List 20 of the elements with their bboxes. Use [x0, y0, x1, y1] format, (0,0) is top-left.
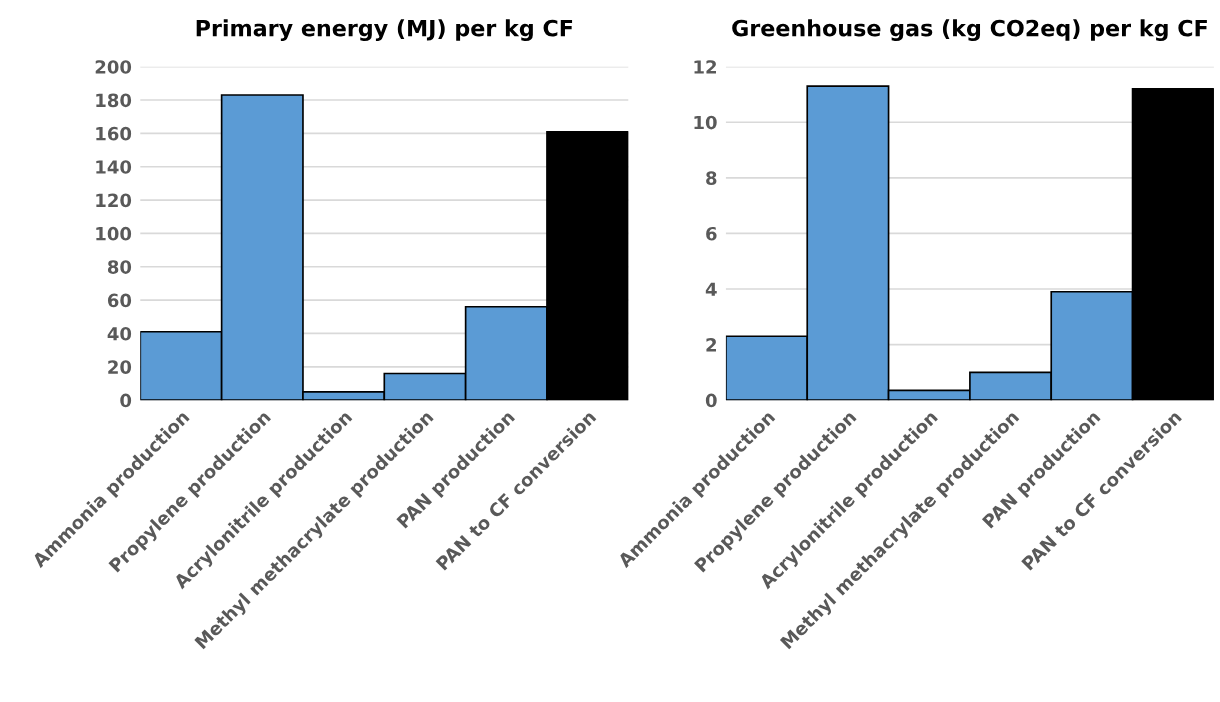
y-tick-label: 100 — [96, 226, 132, 241]
y-tick-label: 6 — [706, 226, 717, 241]
y-tick-label: 40 — [107, 326, 132, 341]
y-tick-label: 80 — [107, 260, 132, 274]
y-tick-label: 60 — [107, 293, 132, 308]
y-tick-label: 180 — [96, 93, 132, 108]
y-tick-label: 4 — [705, 282, 717, 296]
y-tick-label: 200 — [95, 60, 132, 74]
y-tick-label: 8 — [706, 171, 717, 185]
chart-title: Primary energy (MJ) per kg CF — [196, 19, 573, 41]
y-tick-label: 140 — [96, 160, 132, 174]
y-tick-label: 10 — [694, 115, 717, 130]
y-tick-label: 0 — [120, 393, 132, 408]
y-tick-label: 0 — [705, 393, 717, 408]
y-tick-label: 20 — [108, 360, 132, 374]
chart-title: Greenhouse gas (kg CO2eq) per kg CF — [732, 19, 1207, 41]
y-tick-label: 2 — [706, 338, 716, 352]
y-tick-label: 160 — [96, 126, 132, 141]
y-tick-label: 120 — [96, 193, 132, 208]
y-tick-label: 12 — [694, 60, 716, 74]
